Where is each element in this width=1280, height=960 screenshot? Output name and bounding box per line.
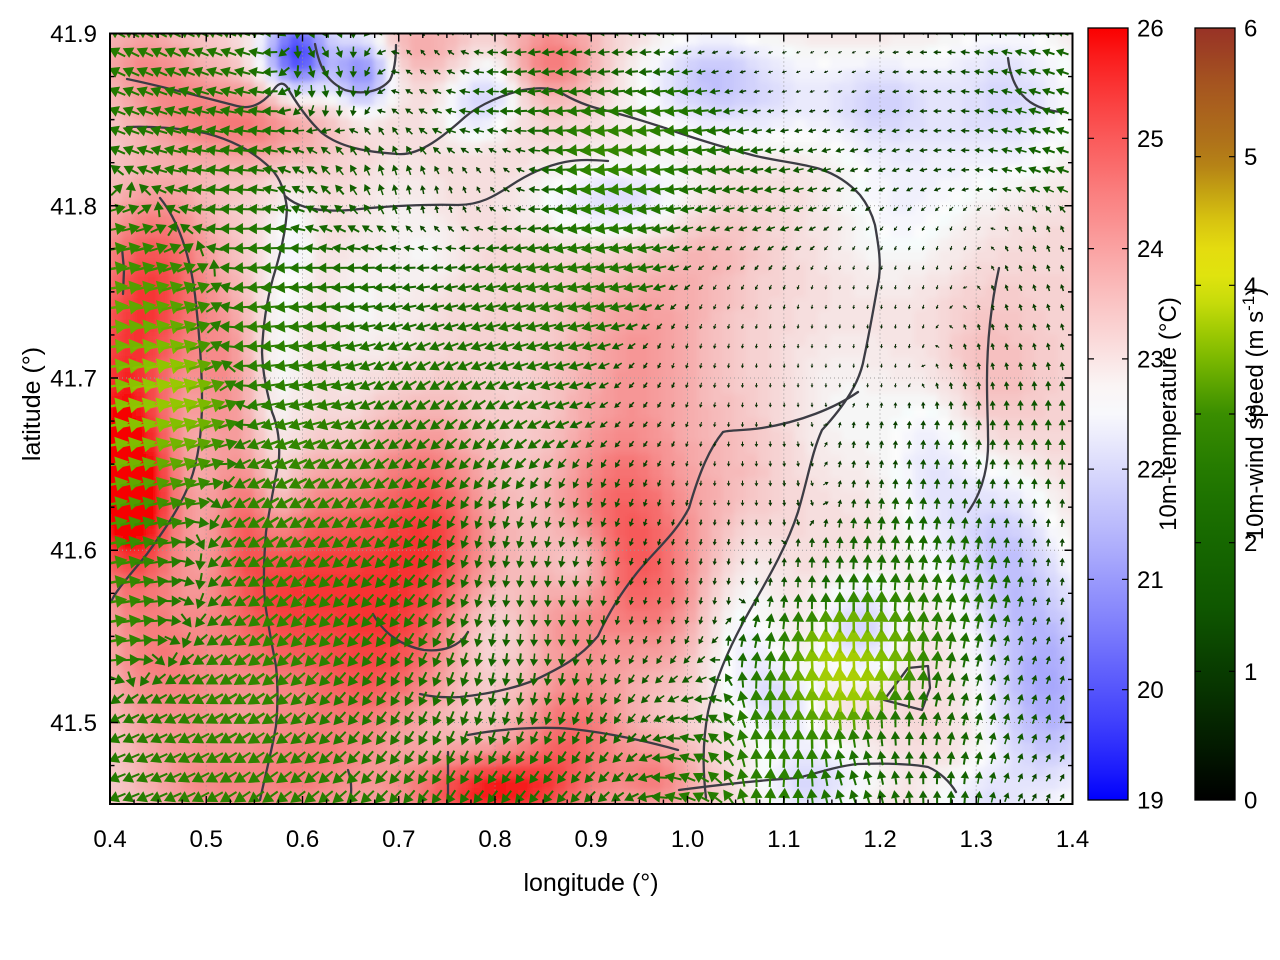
svg-text:21: 21	[1137, 567, 1164, 594]
svg-text:26: 26	[1137, 16, 1164, 43]
svg-text:0: 0	[1244, 788, 1257, 815]
svg-text:0.7: 0.7	[382, 826, 415, 853]
svg-text:24: 24	[1137, 236, 1164, 263]
svg-text:5: 5	[1244, 144, 1257, 171]
svg-text:41.8: 41.8	[50, 193, 97, 220]
svg-text:0.5: 0.5	[190, 826, 223, 853]
svg-text:0.8: 0.8	[478, 826, 511, 853]
svg-text:1.4: 1.4	[1056, 826, 1089, 853]
svg-text:latitude (°): latitude (°)	[18, 347, 46, 461]
svg-text:0.6: 0.6	[286, 826, 319, 853]
svg-text:10m-wind speed (m s-1): 10m-wind speed (m s-1)	[1239, 288, 1270, 541]
svg-text:1.1: 1.1	[767, 826, 800, 853]
svg-text:1: 1	[1244, 659, 1257, 686]
svg-text:41.9: 41.9	[50, 21, 97, 48]
svg-text:41.5: 41.5	[50, 710, 97, 737]
svg-text:41.7: 41.7	[50, 366, 97, 393]
svg-text:longitude (°): longitude (°)	[523, 869, 658, 897]
svg-text:1.0: 1.0	[671, 826, 704, 853]
svg-text:0.4: 0.4	[93, 826, 126, 853]
svg-text:20: 20	[1137, 677, 1164, 704]
svg-text:1.3: 1.3	[960, 826, 993, 853]
svg-text:19: 19	[1137, 788, 1164, 815]
svg-text:41.6: 41.6	[50, 538, 97, 565]
svg-text:10m-temperature (°C): 10m-temperature (°C)	[1155, 297, 1182, 531]
svg-text:6: 6	[1244, 16, 1257, 43]
svg-text:25: 25	[1137, 126, 1164, 153]
svg-text:0.9: 0.9	[575, 826, 608, 853]
svg-text:1.2: 1.2	[863, 826, 896, 853]
